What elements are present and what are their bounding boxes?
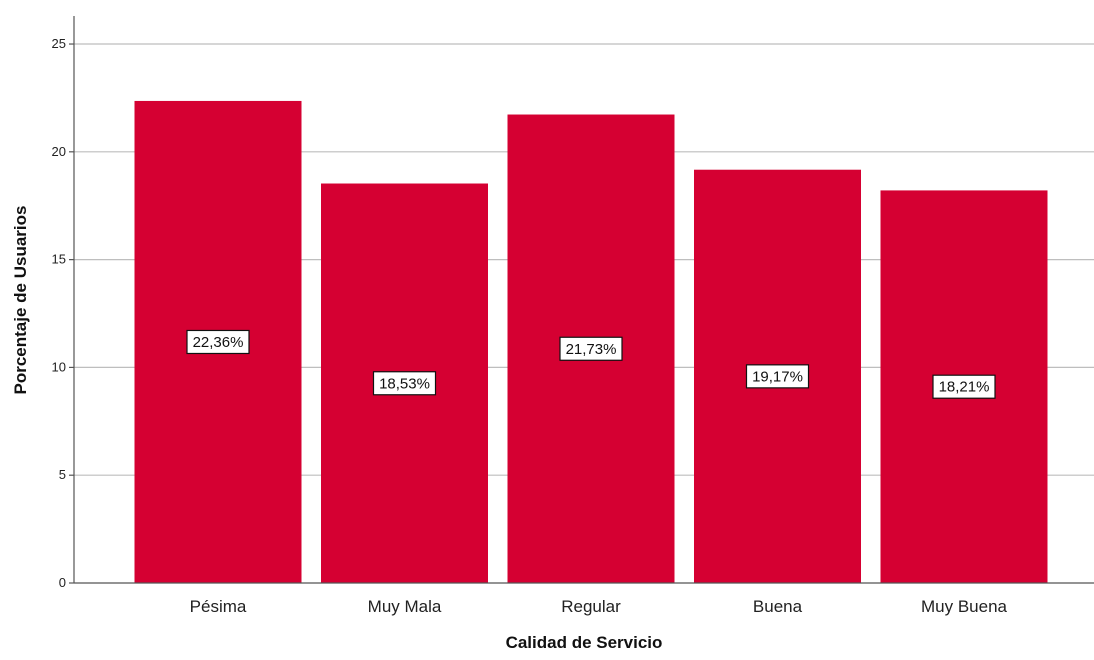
y-axis-title: Porcentaje de Usuarios [11,206,30,395]
x-tick-label: Buena [753,597,803,616]
data-label: 19,17% [745,364,810,389]
y-tick-label: 15 [52,252,66,267]
data-label-text: 19,17% [752,368,803,385]
y-tick-labels: 0 5 10 15 20 25 [52,36,66,590]
data-label: 21,73% [559,336,623,361]
x-tick-label: Muy Mala [368,597,442,616]
data-label-box [745,364,810,389]
data-label-text: 22,36% [193,334,244,351]
data-label-box [932,374,996,399]
data-label-box [186,329,250,355]
data-label-text: 18,21% [939,379,990,396]
x-tick-label: Pésima [190,597,247,616]
y-tick-label: 10 [52,359,66,374]
y-tick-label: 25 [52,36,66,51]
x-tick-label: Regular [561,597,621,616]
x-tick-label: Muy Buena [921,597,1008,616]
data-label: 18,21% [932,374,996,399]
axes [69,16,1094,584]
data-label: 22,36% [186,329,250,355]
y-tick-label: 0 [59,575,66,590]
data-label-text: 21,73% [566,341,617,358]
data-label-text: 18,53% [379,375,430,392]
data-label: 18,53% [372,371,437,396]
y-tick-label: 20 [52,144,66,159]
data-label-box [559,336,623,361]
x-axis-title: Calidad de Servicio [506,633,663,652]
data-label-box [372,371,437,396]
y-tick-label: 5 [59,467,66,482]
data-labels: 22,36% 18,53% 21,73% 19,17% 18,21% [186,329,996,399]
x-tick-labels: Pésima Muy Mala Regular Buena Muy Buena [190,597,1008,616]
